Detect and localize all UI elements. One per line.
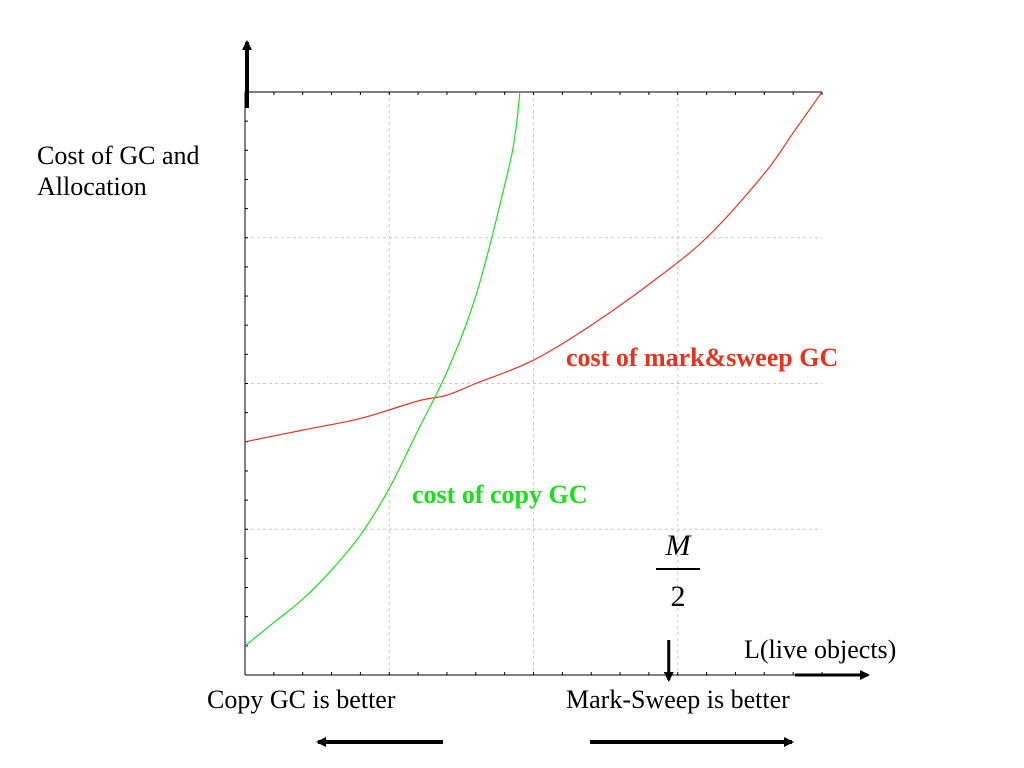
series-line-copy: [245, 92, 521, 647]
series-layer: [245, 92, 822, 647]
x-axis-label: L(live objects): [744, 635, 897, 664]
copy-series-label: cost of copy GC: [412, 480, 588, 509]
fraction-denominator: 2: [670, 580, 686, 613]
copy-better-region-label: Copy GC is better: [207, 685, 396, 714]
fraction-numerator: M: [665, 529, 691, 562]
annotation-arrows: [316, 640, 794, 747]
m-over-2-marker-label: M 2: [652, 524, 704, 624]
y-axis-label-line-2: Allocation: [37, 172, 147, 202]
fraction-bar: [656, 568, 700, 570]
grid-lines: [245, 92, 822, 675]
mark-sweep-series-label: cost of mark&sweep GC: [566, 343, 839, 372]
mark-sweep-better-region-label: Mark-Sweep is better: [566, 685, 790, 714]
axes: [242, 40, 870, 680]
y-axis-label: Cost of GC and Allocation: [37, 140, 200, 202]
y-axis-label-line-1: Cost of GC and: [37, 141, 200, 170]
series-line-mark-sweep: [245, 92, 822, 443]
